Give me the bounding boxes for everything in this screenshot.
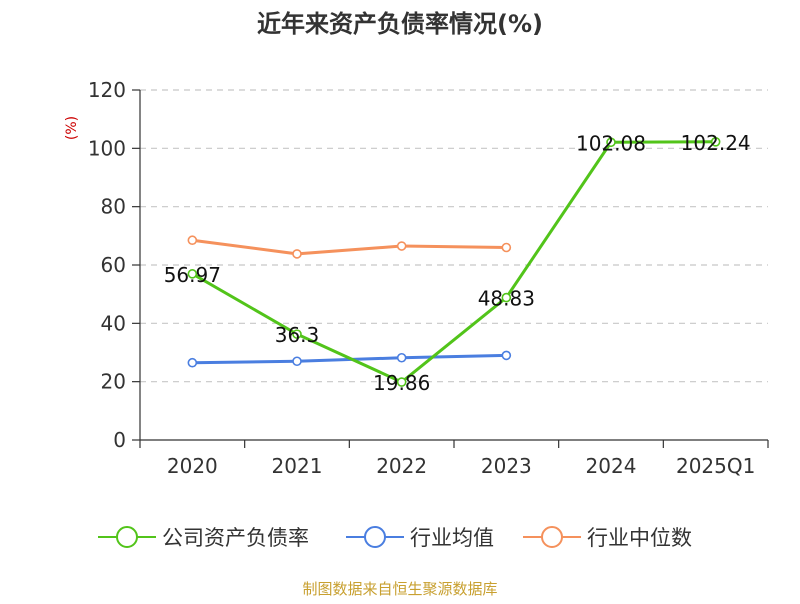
y-tick-label: 60	[101, 253, 126, 277]
x-tick-label: 2023	[481, 454, 532, 478]
data-label-layer: 56.97 36.3 19.86 48.83 102.08 102.24	[164, 131, 751, 395]
series-point	[710, 137, 721, 147]
series-layer	[187, 137, 721, 387]
grid-layer	[140, 89, 768, 383]
series-point	[292, 249, 302, 259]
legend-marker	[364, 526, 386, 548]
data-label: 102.08	[576, 131, 646, 155]
data-label: 19.86	[373, 371, 430, 395]
series-point	[292, 329, 302, 339]
y-tick-label: 40	[101, 311, 126, 335]
y-tick-label: 20	[101, 370, 126, 394]
series-point	[396, 241, 407, 251]
x-tick-label: 2021	[272, 454, 323, 478]
legend-label: 公司资产负债率	[162, 526, 309, 550]
legend-marker	[541, 526, 563, 548]
data-label: 102.24	[681, 131, 751, 155]
series-point	[187, 357, 198, 368]
chart-title: 近年来资产负债率情况(%)	[257, 10, 543, 38]
x-tick-label: 2022	[376, 454, 427, 478]
series-point	[396, 352, 407, 363]
legend-label: 行业中位数	[587, 526, 692, 550]
series-point	[606, 137, 616, 148]
series-line	[191, 140, 716, 384]
series-point	[501, 292, 512, 303]
y-tick-label: 120	[88, 78, 126, 102]
legend-marker	[116, 526, 138, 548]
data-label: 48.83	[478, 287, 535, 311]
legend-label: 行业均值	[410, 526, 494, 550]
x-tick-label: 2025Q1	[676, 454, 755, 478]
x-tick-label: 2020	[167, 454, 218, 478]
y-tick-label: 0	[113, 428, 126, 452]
x-tick-label: 2024	[586, 454, 637, 478]
y-tick-label: 100	[88, 136, 126, 160]
series-point	[187, 269, 198, 279]
series-line	[192, 238, 507, 256]
y-tick-label: 80	[101, 195, 126, 219]
series-point	[396, 377, 407, 387]
source-note: 制图数据来自恒生聚源数据库	[302, 580, 497, 598]
series-point	[292, 356, 302, 367]
y-axis-label: (%)	[64, 116, 80, 140]
legend: 公司资产负债率 行业均值 行业中位数	[98, 526, 692, 550]
axis-layer: 0 20 40 60 80 100 120 2020 2021 2022 2023 2024 2025Q…	[88, 78, 769, 478]
series-point	[187, 235, 198, 246]
series-point	[501, 350, 512, 361]
data-label: 56.97	[164, 263, 221, 287]
series-point	[501, 242, 512, 253]
data-label: 36.3	[275, 323, 320, 347]
